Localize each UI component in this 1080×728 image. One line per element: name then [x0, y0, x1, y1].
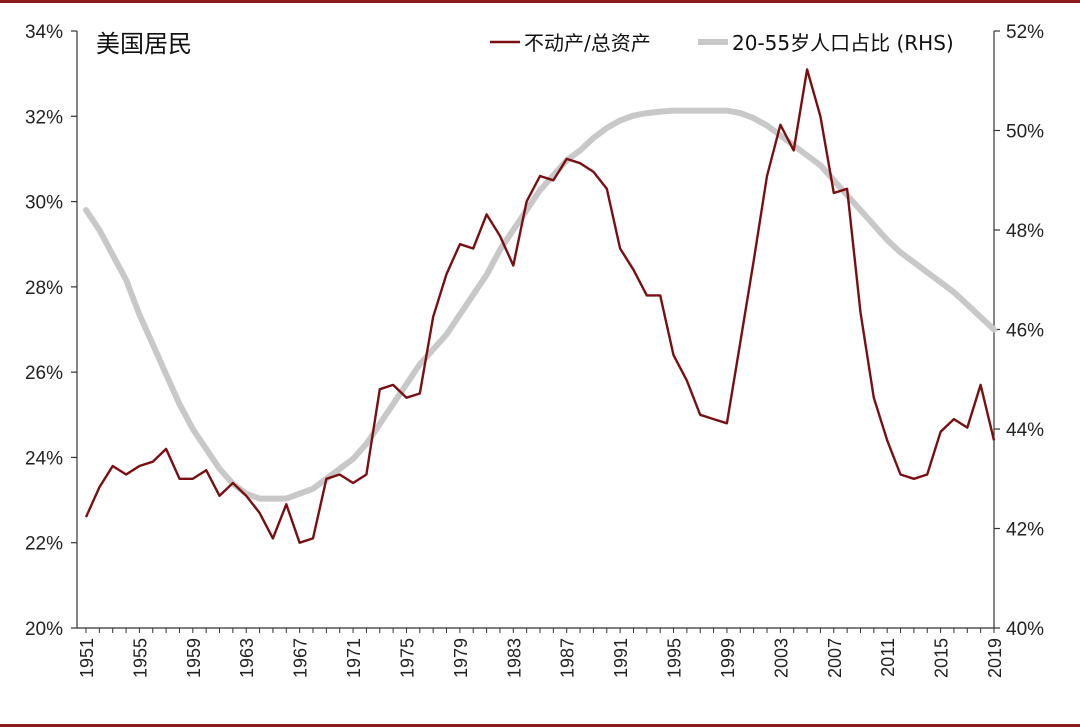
left-tick-label: 30% [25, 193, 63, 214]
right-tick-label: 52% [1006, 22, 1044, 43]
series-line-real-estate-share [84, 68, 996, 544]
left-tick-label: 22% [25, 534, 63, 555]
x-tick-label: 2007 [825, 638, 845, 678]
x-tick-label: 1959 [184, 638, 204, 678]
x-tick-label: 1987 [558, 638, 578, 678]
right-tick-label: 46% [1006, 321, 1044, 342]
left-tick-label: 24% [25, 448, 63, 469]
legend-label-series-1: 不动产/总资产 [524, 31, 651, 55]
series-line-population-share [83, 107, 997, 502]
x-tick-label: 2019 [985, 638, 1005, 678]
x-tick-label: 1975 [397, 638, 417, 678]
x-tick-label: 1963 [237, 638, 257, 678]
left-tick-label: 28% [25, 278, 63, 299]
right-tick-label: 44% [1006, 420, 1044, 441]
x-tick-label: 1991 [611, 638, 631, 678]
left-tick-label: 26% [25, 363, 63, 384]
x-tick-label: 2011 [878, 638, 898, 677]
left-tick-label: 32% [25, 107, 63, 128]
right-tick-label: 42% [1006, 520, 1044, 541]
x-tick-label: 1955 [130, 638, 150, 678]
x-tick-label: 1979 [451, 638, 471, 678]
left-tick-label: 20% [25, 619, 63, 640]
right-tick-label: 48% [1006, 221, 1044, 242]
x-tick-label: 1971 [344, 638, 364, 678]
chart-title: 美国居民 [96, 30, 192, 58]
x-tick-label: 1999 [718, 638, 738, 678]
legend: 不动产/总资产 20-55岁人口占比 (RHS) [490, 31, 954, 55]
right-tick-label: 40% [1006, 619, 1044, 640]
left-tick-label: 34% [25, 22, 63, 43]
right-tick-label: 50% [1006, 122, 1044, 143]
x-tick-label: 1967 [291, 638, 311, 678]
axes: 20% 22% 24% 26% 28% 30% 32% 34% 40% 42% 44% 46% 48% 5… [25, 22, 1044, 678]
x-tick-label: 1995 [665, 638, 685, 678]
x-tick-label: 1983 [504, 638, 524, 678]
x-tick-label: 2003 [771, 638, 791, 678]
x-tick-label: 2015 [932, 638, 952, 678]
x-tick-label: 1951 [77, 638, 97, 678]
series-layer [83, 68, 997, 544]
legend-label-series-2: 20-55岁人口占比 (RHS) [732, 31, 954, 55]
